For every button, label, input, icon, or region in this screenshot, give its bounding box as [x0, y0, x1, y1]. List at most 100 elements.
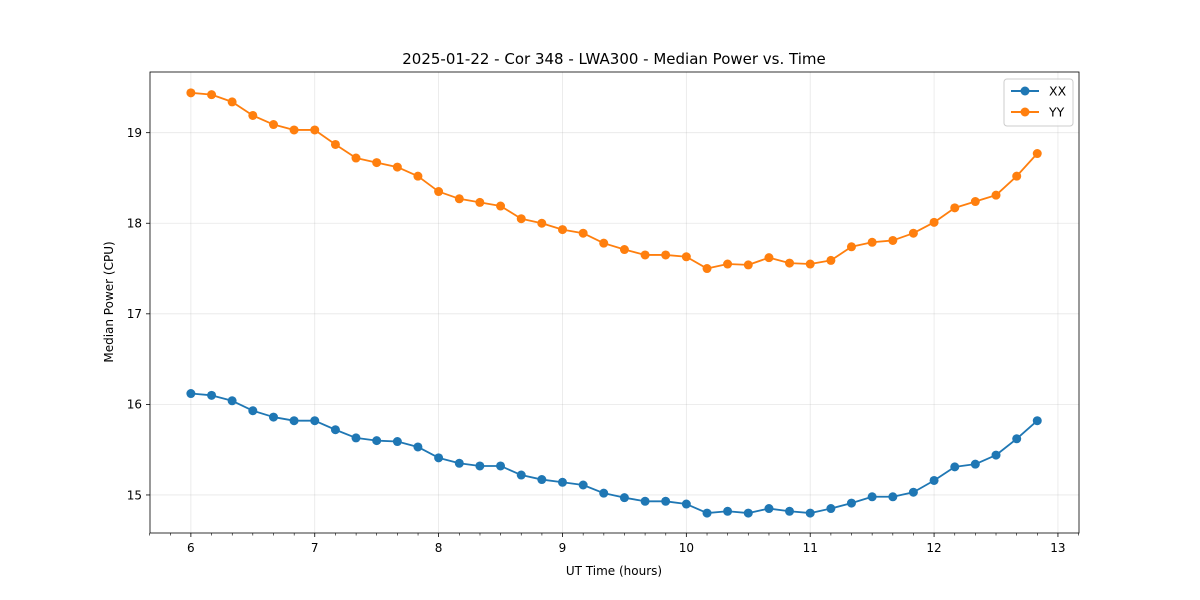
data-point: [289, 125, 299, 135]
y-axis-label: Median Power (CPU): [102, 241, 116, 362]
data-point: [372, 436, 382, 446]
data-point: [599, 488, 609, 498]
data-point: [207, 90, 217, 100]
data-point: [950, 203, 960, 213]
plot-frame: [149, 71, 1080, 534]
data-point: [269, 412, 278, 422]
data-point: [537, 475, 547, 485]
data-point: [681, 252, 691, 262]
y-tick-label: 15: [127, 488, 142, 502]
data-point: [826, 255, 836, 265]
data-point: [1012, 434, 1022, 444]
data-point: [1032, 416, 1042, 426]
data-point: [599, 238, 609, 248]
grid: [150, 72, 1079, 533]
x-tick-label: 12: [926, 541, 941, 555]
data-point: [516, 214, 526, 224]
data-point: [227, 396, 237, 406]
data-point: [743, 508, 753, 518]
data-point: [351, 433, 361, 443]
x-tick-label: 10: [679, 541, 694, 555]
data-point: [186, 88, 196, 98]
data-point: [248, 406, 258, 416]
chart-title: 2025-01-22 - Cor 348 - LWA300 - Median P…: [402, 50, 826, 68]
data-point: [908, 487, 918, 497]
y-axis-ticks: 15 16 17 18 19: [127, 126, 150, 502]
data-point: [392, 437, 402, 447]
legend-label-xx: XX: [1049, 84, 1067, 99]
data-point: [413, 171, 423, 181]
series-line-yy: [190, 91, 1038, 270]
x-tick-label: 7: [311, 541, 319, 555]
data-point: [496, 201, 506, 211]
data-point: [991, 450, 1001, 460]
data-point: [434, 453, 444, 463]
series-yy: [186, 88, 1042, 274]
data-point: [723, 506, 733, 516]
data-point: [702, 508, 712, 518]
data-point: [764, 504, 774, 514]
data-point: [805, 259, 815, 269]
data-point: [846, 242, 856, 252]
data-point: [619, 493, 629, 503]
data-point: [289, 416, 299, 426]
data-point: [970, 459, 980, 469]
legend-marker-xx: [1020, 86, 1030, 96]
data-point: [846, 498, 856, 508]
data-point: [867, 492, 877, 502]
y-tick-label: 19: [127, 126, 142, 140]
data-point: [434, 187, 444, 197]
data-point: [248, 110, 258, 120]
x-tick-label: 6: [187, 541, 195, 555]
data-point: [578, 228, 588, 238]
data-point: [743, 260, 753, 270]
data-point: [351, 153, 361, 163]
data-point: [557, 477, 567, 487]
data-point: [516, 470, 526, 480]
legend: XX YY: [1003, 78, 1074, 127]
data-point: [310, 416, 320, 426]
data-point: [1012, 171, 1022, 181]
data-point: [661, 496, 671, 506]
data-point: [888, 492, 898, 502]
x-axis-label: UT Time (hours): [566, 564, 662, 578]
x-axis-ticks: 6 7 8 9 10 11 12 13: [149, 533, 1079, 555]
data-point: [557, 225, 567, 235]
legend-marker-yy: [1020, 107, 1030, 117]
series-layer: [186, 88, 1042, 518]
data-point: [929, 475, 939, 485]
data-point: [330, 425, 340, 435]
x-tick-label: 11: [803, 541, 818, 555]
legend-label-yy: YY: [1048, 105, 1065, 120]
data-point: [888, 235, 898, 245]
data-point: [826, 504, 836, 514]
data-point: [227, 97, 237, 107]
data-point: [372, 158, 382, 168]
data-point: [867, 237, 877, 247]
data-point: [970, 197, 980, 207]
data-point: [454, 194, 464, 204]
x-tick-label: 8: [435, 541, 443, 555]
data-point: [929, 217, 939, 227]
data-point: [681, 499, 691, 509]
y-tick-label: 17: [127, 307, 142, 321]
data-point: [496, 461, 506, 471]
x-tick-label: 13: [1050, 541, 1065, 555]
data-point: [785, 506, 795, 516]
data-point: [330, 139, 340, 149]
data-point: [186, 389, 196, 399]
data-point: [310, 125, 320, 135]
data-point: [764, 253, 774, 263]
data-point: [991, 190, 1001, 200]
data-point: [640, 496, 650, 506]
data-point: [207, 390, 217, 400]
data-point: [392, 162, 402, 172]
data-point: [785, 258, 795, 268]
data-point: [723, 259, 733, 269]
data-point: [661, 250, 671, 260]
data-point: [805, 508, 815, 518]
data-point: [640, 250, 650, 260]
series-xx: [186, 389, 1042, 518]
data-point: [908, 228, 918, 238]
data-point: [475, 197, 485, 207]
